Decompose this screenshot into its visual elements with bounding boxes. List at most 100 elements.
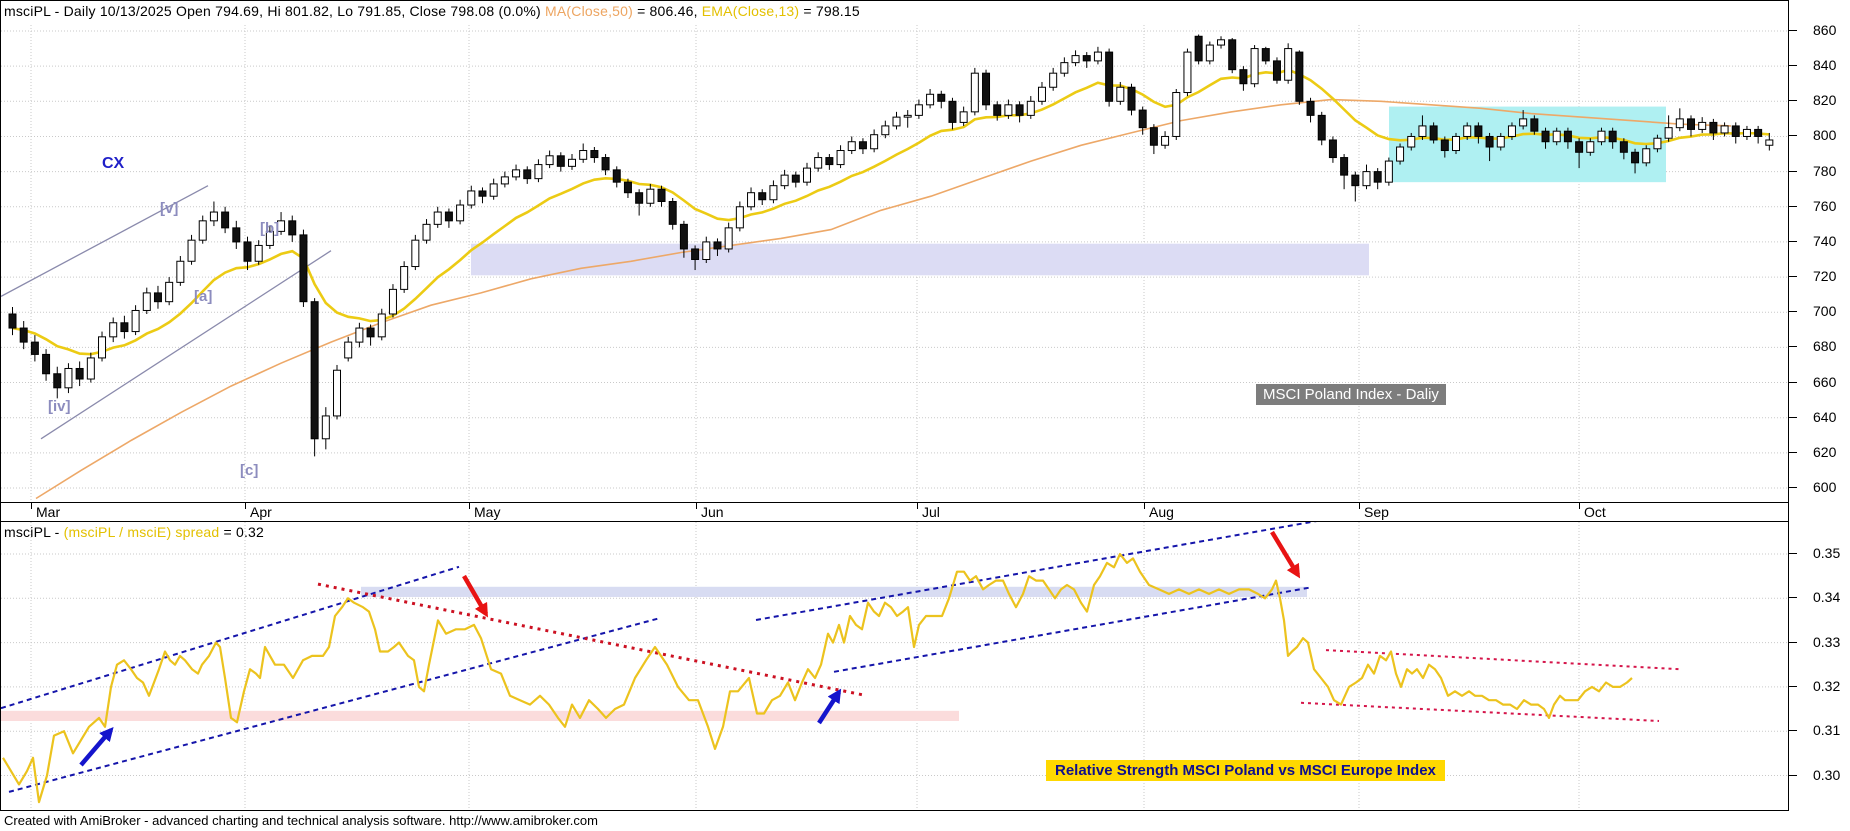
- candle-up: [724, 227, 733, 250]
- spread-trendline: [755, 522, 1317, 621]
- candle-up: [1496, 135, 1505, 148]
- y-axis-tick: [1789, 311, 1797, 312]
- candle-up: [1765, 139, 1774, 146]
- price-chart-canvas: [1, 25, 1788, 502]
- y-axis-label: 0.35: [1813, 545, 1841, 561]
- candle-down: [948, 100, 957, 123]
- spread-chart-panel[interactable]: [0, 521, 1789, 811]
- candle-down: [1306, 100, 1315, 116]
- y-axis-tick: [1789, 730, 1797, 731]
- candle-down: [590, 150, 599, 159]
- month-label: Apr: [250, 504, 272, 520]
- candle-down: [791, 174, 800, 183]
- month-label: Jun: [701, 504, 724, 520]
- candle-down: [1541, 130, 1550, 143]
- y-axis-label: 620: [1813, 444, 1837, 460]
- candle-up: [1362, 171, 1371, 187]
- y-axis-tick: [1789, 382, 1797, 383]
- candle-down: [42, 353, 51, 375]
- candle-up: [1004, 104, 1013, 116]
- candle-up: [814, 157, 823, 169]
- price-chart-panel[interactable]: [0, 0, 1789, 503]
- candle-up: [1071, 55, 1080, 64]
- title-segment: msciPL - Daily 10/13/2025 Open 794.69, H…: [4, 3, 546, 19]
- y-axis-tick: [1789, 241, 1797, 242]
- spread-trendline: [8, 616, 662, 793]
- candle-up: [1642, 148, 1651, 164]
- candle-down: [657, 188, 666, 202]
- candle-up: [892, 116, 901, 127]
- candle-down: [1754, 128, 1763, 137]
- month-label: Mar: [36, 504, 61, 520]
- candle-down: [1440, 139, 1449, 152]
- candle-up: [1060, 62, 1069, 74]
- title-segment: = 0.32: [219, 524, 265, 540]
- title-segment: MA(Close,50): [545, 3, 633, 19]
- candle-down: [858, 141, 867, 150]
- y-axis-tick: [1789, 553, 1797, 554]
- candle-up: [926, 93, 935, 106]
- relative-strength-line: [2, 552, 1633, 804]
- elliott-wave-label: [c]: [240, 462, 259, 479]
- candle-down: [623, 181, 632, 194]
- candle-down: [478, 190, 487, 197]
- candle-up: [847, 141, 856, 152]
- candle-down: [993, 104, 1002, 116]
- title-segment: EMA(Close,13): [701, 3, 800, 19]
- candle-up: [388, 288, 397, 315]
- candle-up: [64, 367, 73, 389]
- candle-down: [635, 192, 644, 204]
- candle-down: [221, 211, 230, 229]
- candle-up: [1116, 86, 1125, 102]
- candle-down: [310, 301, 319, 440]
- candle-down: [1731, 125, 1740, 137]
- amibroker-credit-text: Created with AmiBroker - advanced charti…: [0, 811, 1789, 831]
- blue-up-arrow-2: [817, 688, 842, 725]
- spread-trendline: [1325, 649, 1680, 671]
- candle-down: [299, 234, 308, 303]
- candle-up: [970, 72, 979, 113]
- candle-down: [1272, 60, 1281, 81]
- month-tick: [1359, 503, 1360, 509]
- month-label: Jul: [922, 504, 940, 520]
- candle-down: [937, 93, 946, 102]
- y-axis-label: 720: [1813, 268, 1837, 284]
- support-zone-band: [471, 243, 1369, 276]
- elliott-wave-label: [b]: [260, 220, 280, 237]
- y-axis-tick: [1789, 100, 1797, 101]
- candle-up: [467, 190, 476, 206]
- candle-down: [8, 313, 17, 329]
- candle-down: [444, 211, 453, 222]
- candle-up: [98, 336, 107, 359]
- candle-up: [1026, 100, 1035, 116]
- candle-up: [489, 183, 498, 197]
- y-axis-label: 660: [1813, 374, 1837, 390]
- candle-up: [1384, 160, 1393, 183]
- candle-down: [523, 169, 532, 180]
- candle-down: [1261, 48, 1270, 62]
- y-axis-label: 0.32: [1813, 678, 1841, 694]
- candle-up: [870, 134, 879, 150]
- candle-up: [881, 125, 890, 136]
- candle-down: [75, 367, 84, 380]
- index-name-label: MSCI Poland Index - Daliy: [1256, 384, 1446, 405]
- candle-down: [1105, 51, 1114, 102]
- candle-down: [1082, 55, 1091, 62]
- candle-down: [713, 241, 722, 250]
- month-label: Oct: [1584, 504, 1606, 520]
- y-axis-label: 700: [1813, 303, 1837, 319]
- x-axis-month-strip: Mar Apr May Jun Jul Aug Sep Oct: [0, 503, 1789, 521]
- y-axis-tick: [1789, 135, 1797, 136]
- elliott-wave-label: [a]: [194, 288, 213, 305]
- candle-down: [601, 157, 610, 171]
- candle-down: [120, 322, 129, 333]
- candle-up: [187, 239, 196, 262]
- price-y-axis: 860 840 820 800 780 760 740 720 700 680 660 640 620 6…: [1789, 0, 1850, 831]
- candle-down: [288, 220, 297, 236]
- y-axis-label: 680: [1813, 338, 1837, 354]
- candle-up: [914, 104, 923, 116]
- y-axis-label: 800: [1813, 127, 1837, 143]
- red-down-arrow-2: [1270, 530, 1301, 579]
- y-axis-tick: [1789, 452, 1797, 453]
